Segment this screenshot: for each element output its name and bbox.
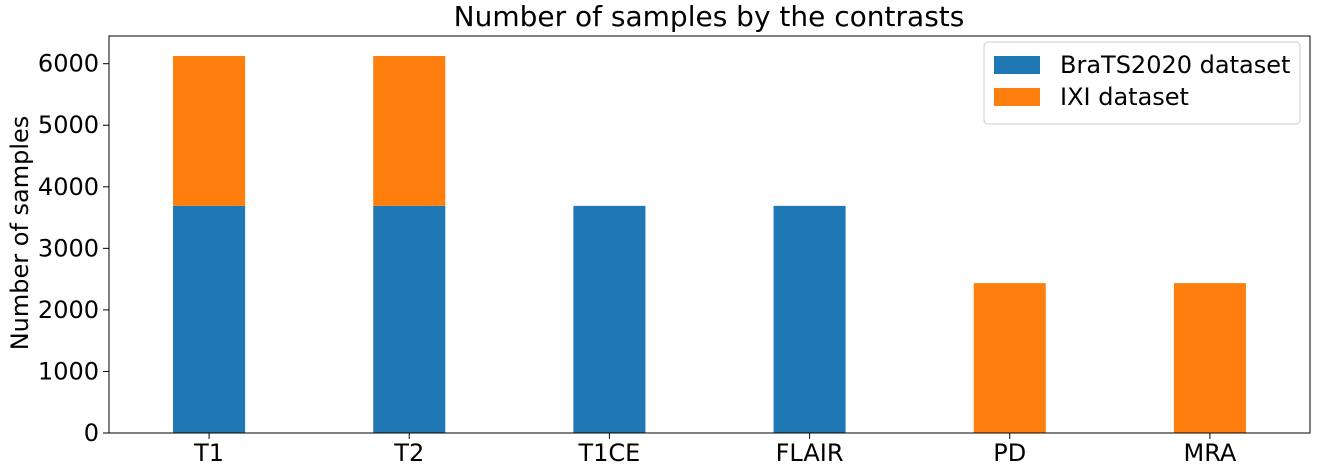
y-tick-label: 4000 [38,173,99,201]
bar-t2-series-1 [373,205,446,433]
bar-t2-series-2 [373,56,446,206]
plot-area: T1 T2 T1CE FLAIR PD MRA 0 1000 2000 3000 4000 5000 6… [38,35,1311,467]
x-tick-label: T1CE [577,439,640,467]
y-tick-label: 2000 [38,296,99,324]
bar-t1ce-series-1 [573,205,646,433]
y-axis-label: Number of samples [6,116,34,351]
legend-swatch [994,88,1040,106]
y-tick-label: 6000 [38,50,99,78]
x-tick-label: MRA [1184,439,1237,467]
bar-t1-series-2 [173,56,246,206]
legend: BraTS2020 dataset IXI dataset [983,41,1301,125]
x-tick-label: T2 [393,439,424,467]
legend-label: IXI dataset [1060,83,1189,111]
legend-swatch [994,56,1040,74]
legend-box [983,41,1301,125]
x-tick-label: FLAIR [776,439,844,467]
y-tick-label: 3000 [38,234,99,262]
legend-label: BraTS2020 dataset [1060,51,1290,79]
y-tick-label: 5000 [38,111,99,139]
chart-title: Number of samples by the contrasts [454,0,965,33]
bar-flair-series-1 [773,205,846,433]
bar-t1-series-1 [173,205,246,433]
axes-frame [108,35,1311,434]
y-tick-label: 1000 [38,357,99,385]
x-tick-label: T1 [193,439,224,467]
bar-pd-series-2 [973,283,1046,433]
bar-mra-series-2 [1173,283,1246,433]
y-tick-label: 0 [84,419,99,447]
x-tick-label: PD [993,439,1026,467]
